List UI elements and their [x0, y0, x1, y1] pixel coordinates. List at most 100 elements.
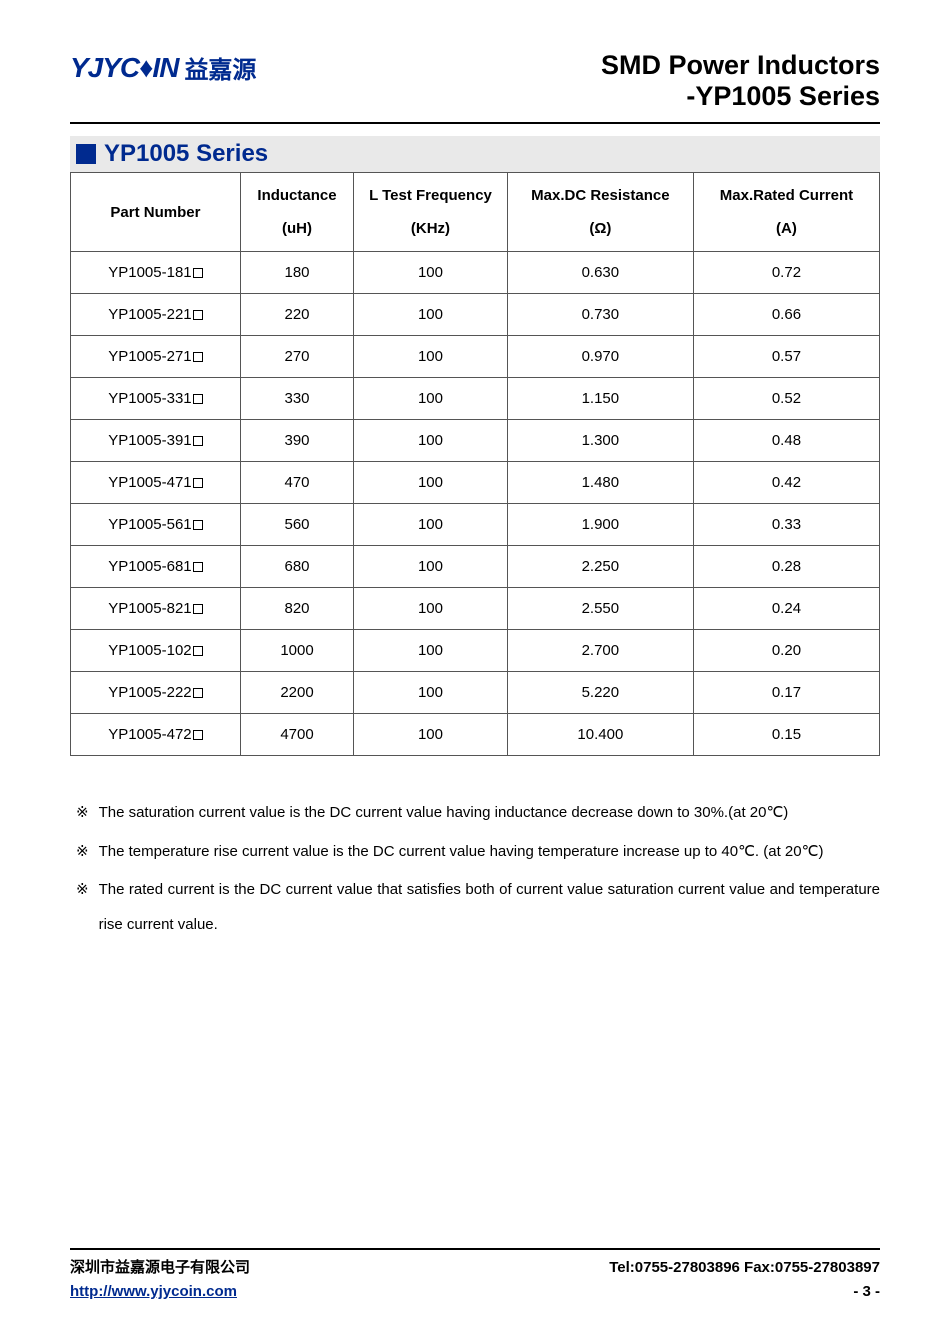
placeholder-box-icon [193, 604, 203, 614]
placeholder-box-icon [193, 268, 203, 278]
cell-freq: 100 [354, 462, 508, 504]
section-heading-bar: YP1005 Series [70, 136, 880, 172]
table-row: YP1005-1811801000.6300.72 [71, 252, 880, 294]
spec-table: Part NumberInductance(uH)L Test Frequenc… [70, 172, 880, 756]
note-item: ※The temperature rise current value is t… [70, 835, 880, 870]
cell-part-number: YP1005-561 [71, 504, 241, 546]
cell-dcr: 1.150 [507, 378, 693, 420]
company-logo: YJYC♦IN 益嘉源 [70, 50, 256, 85]
cell-ind: 470 [240, 462, 353, 504]
cell-freq: 100 [354, 546, 508, 588]
cell-cur: 0.72 [693, 252, 879, 294]
cell-ind: 390 [240, 420, 353, 462]
placeholder-box-icon [193, 730, 203, 740]
cell-freq: 100 [354, 630, 508, 672]
cell-ind: 330 [240, 378, 353, 420]
cell-cur: 0.66 [693, 294, 879, 336]
cell-cur: 0.33 [693, 504, 879, 546]
placeholder-box-icon [193, 436, 203, 446]
footer-divider [70, 1248, 880, 1250]
page-footer: 深圳市益嘉源电子有限公司 Tel:0755-27803896 Fax:0755-… [70, 1248, 880, 1304]
table-row: YP1005-2212201000.7300.66 [71, 294, 880, 336]
table-row: YP1005-3913901001.3000.48 [71, 420, 880, 462]
header-divider [70, 122, 880, 124]
footer-page-number: - 3 - [853, 1280, 880, 1304]
table-row: YP1005-2712701000.9700.57 [71, 336, 880, 378]
cell-part-number: YP1005-221 [71, 294, 241, 336]
cell-dcr: 0.970 [507, 336, 693, 378]
document-title-line1: SMD Power Inductors [601, 50, 880, 81]
table-column-header: Max.DC Resistance(Ω) [507, 173, 693, 252]
footer-company: 深圳市益嘉源电子有限公司 [70, 1256, 250, 1280]
cell-dcr: 2.700 [507, 630, 693, 672]
cell-ind: 220 [240, 294, 353, 336]
cell-part-number: YP1005-331 [71, 378, 241, 420]
page-header: YJYC♦IN 益嘉源 SMD Power Inductors -YP1005 … [70, 50, 880, 112]
cell-part-number: YP1005-391 [71, 420, 241, 462]
table-row: YP1005-3313301001.1500.52 [71, 378, 880, 420]
cell-ind: 270 [240, 336, 353, 378]
placeholder-box-icon [193, 646, 203, 656]
cell-ind: 820 [240, 588, 353, 630]
cell-part-number: YP1005-471 [71, 462, 241, 504]
placeholder-box-icon [193, 562, 203, 572]
cell-freq: 100 [354, 252, 508, 294]
cell-part-number: YP1005-472 [71, 714, 241, 756]
cell-part-number: YP1005-271 [71, 336, 241, 378]
cell-ind: 4700 [240, 714, 353, 756]
note-mark-icon: ※ [70, 873, 99, 942]
cell-cur: 0.42 [693, 462, 879, 504]
cell-dcr: 2.550 [507, 588, 693, 630]
placeholder-box-icon [193, 310, 203, 320]
note-item: ※The saturation current value is the DC … [70, 796, 880, 831]
cell-freq: 100 [354, 336, 508, 378]
placeholder-box-icon [193, 352, 203, 362]
table-row: YP1005-22222001005.2200.17 [71, 672, 880, 714]
cell-freq: 100 [354, 672, 508, 714]
cell-dcr: 0.730 [507, 294, 693, 336]
table-row: YP1005-472470010010.4000.15 [71, 714, 880, 756]
cell-part-number: YP1005-821 [71, 588, 241, 630]
section-bullet-icon [76, 144, 96, 164]
cell-ind: 180 [240, 252, 353, 294]
table-row: YP1005-10210001002.7000.20 [71, 630, 880, 672]
table-header-row: Part NumberInductance(uH)L Test Frequenc… [71, 173, 880, 252]
cell-cur: 0.17 [693, 672, 879, 714]
table-row: YP1005-8218201002.5500.24 [71, 588, 880, 630]
document-title-line2: -YP1005 Series [601, 81, 880, 112]
logo-chinese-text: 益嘉源 [184, 50, 256, 85]
placeholder-box-icon [193, 394, 203, 404]
note-text: The rated current is the DC current valu… [99, 873, 880, 942]
cell-freq: 100 [354, 504, 508, 546]
cell-ind: 680 [240, 546, 353, 588]
document-title: SMD Power Inductors -YP1005 Series [601, 50, 880, 112]
cell-dcr: 1.300 [507, 420, 693, 462]
cell-cur: 0.57 [693, 336, 879, 378]
cell-freq: 100 [354, 378, 508, 420]
cell-cur: 0.28 [693, 546, 879, 588]
cell-part-number: YP1005-102 [71, 630, 241, 672]
cell-cur: 0.52 [693, 378, 879, 420]
footer-url-link[interactable]: http://www.yjycoin.com [70, 1280, 237, 1304]
cell-dcr: 5.220 [507, 672, 693, 714]
cell-ind: 1000 [240, 630, 353, 672]
table-column-header: Max.Rated Current(A) [693, 173, 879, 252]
cell-freq: 100 [354, 294, 508, 336]
note-item: ※The rated current is the DC current val… [70, 873, 880, 942]
table-row: YP1005-5615601001.9000.33 [71, 504, 880, 546]
cell-part-number: YP1005-181 [71, 252, 241, 294]
cell-cur: 0.15 [693, 714, 879, 756]
note-text: The temperature rise current value is th… [99, 835, 880, 870]
section-title: YP1005 Series [104, 140, 268, 168]
table-column-header: Part Number [71, 173, 241, 252]
cell-dcr: 10.400 [507, 714, 693, 756]
cell-freq: 100 [354, 420, 508, 462]
cell-dcr: 0.630 [507, 252, 693, 294]
logo-latin-text: YJYC♦IN [70, 52, 178, 84]
notes-section: ※The saturation current value is the DC … [70, 796, 880, 942]
cell-part-number: YP1005-222 [71, 672, 241, 714]
note-text: The saturation current value is the DC c… [99, 796, 880, 831]
note-mark-icon: ※ [70, 796, 99, 831]
table-column-header: L Test Frequency(KHz) [354, 173, 508, 252]
cell-dcr: 1.480 [507, 462, 693, 504]
